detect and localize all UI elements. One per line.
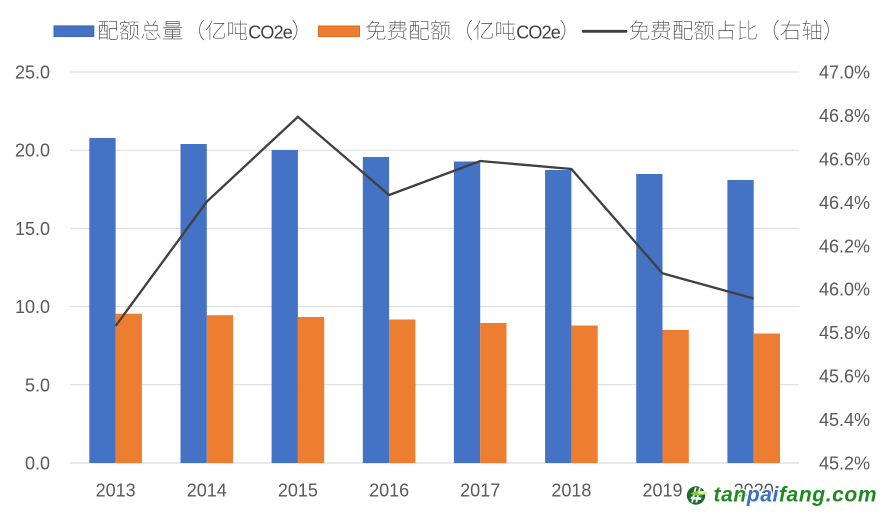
svg-text:45.6%: 45.6% [819, 367, 870, 387]
svg-text:20.0: 20.0 [15, 141, 50, 161]
svg-text:CO2e: CO2e [516, 22, 561, 42]
svg-text:2018: 2018 [551, 481, 591, 501]
svg-text:2017: 2017 [460, 481, 500, 501]
svg-text:2014: 2014 [187, 481, 227, 501]
svg-text:15.0: 15.0 [15, 219, 50, 239]
svg-text:25.0: 25.0 [15, 63, 50, 83]
svg-text:47.0%: 47.0% [819, 63, 870, 83]
svg-text:46.4%: 46.4% [819, 193, 870, 213]
svg-text:CO2e: CO2e [248, 22, 293, 42]
svg-text:2015: 2015 [278, 481, 318, 501]
svg-text:45.8%: 45.8% [819, 323, 870, 343]
svg-text:2019: 2019 [642, 481, 682, 501]
svg-text:46.0%: 46.0% [819, 280, 870, 300]
svg-text:tanpaifang.com: tanpaifang.com [714, 484, 878, 507]
svg-text:45.2%: 45.2% [819, 454, 870, 474]
svg-text:45.4%: 45.4% [819, 410, 870, 430]
svg-text:0.0: 0.0 [25, 454, 50, 474]
svg-text:46.2%: 46.2% [819, 236, 870, 256]
svg-text:46.8%: 46.8% [819, 106, 870, 126]
svg-text:5.0: 5.0 [25, 375, 50, 395]
svg-text:2016: 2016 [369, 481, 409, 501]
svg-text:10.0: 10.0 [15, 297, 50, 317]
svg-text:2013: 2013 [96, 481, 136, 501]
svg-text:2020: 2020 [734, 481, 774, 501]
svg-text:46.6%: 46.6% [819, 149, 870, 169]
